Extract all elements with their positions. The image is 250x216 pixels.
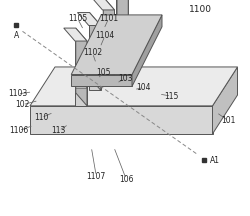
Text: 106: 106: [119, 175, 134, 184]
Text: 1106: 1106: [9, 126, 29, 135]
Polygon shape: [30, 106, 212, 134]
Text: 1104: 1104: [96, 31, 114, 40]
Text: 113: 113: [52, 126, 66, 135]
Polygon shape: [116, 0, 128, 59]
Text: 102: 102: [15, 100, 30, 109]
Polygon shape: [64, 28, 87, 41]
Text: 115: 115: [164, 92, 178, 101]
Polygon shape: [132, 15, 162, 86]
Polygon shape: [30, 67, 238, 106]
Text: 104: 104: [136, 83, 151, 92]
Polygon shape: [102, 10, 115, 75]
Text: 1105: 1105: [68, 14, 87, 23]
Text: 1103: 1103: [8, 89, 27, 98]
Text: 103: 103: [118, 74, 132, 83]
Text: 1101: 1101: [99, 14, 118, 23]
Text: A1: A1: [210, 156, 220, 165]
Text: 1102: 1102: [83, 48, 102, 57]
Polygon shape: [75, 41, 87, 106]
Polygon shape: [78, 13, 101, 25]
Polygon shape: [89, 25, 101, 90]
Polygon shape: [91, 0, 114, 10]
Polygon shape: [212, 67, 238, 134]
Polygon shape: [90, 13, 101, 90]
Text: 110: 110: [34, 113, 48, 122]
Polygon shape: [117, 0, 128, 59]
Polygon shape: [71, 75, 132, 86]
Text: 101: 101: [222, 116, 236, 125]
Polygon shape: [71, 15, 162, 75]
Text: 1100: 1100: [188, 5, 212, 14]
Text: 105: 105: [96, 68, 111, 77]
Text: A: A: [14, 31, 19, 40]
Polygon shape: [76, 28, 87, 106]
Polygon shape: [103, 0, 115, 75]
Text: 1107: 1107: [87, 172, 106, 181]
